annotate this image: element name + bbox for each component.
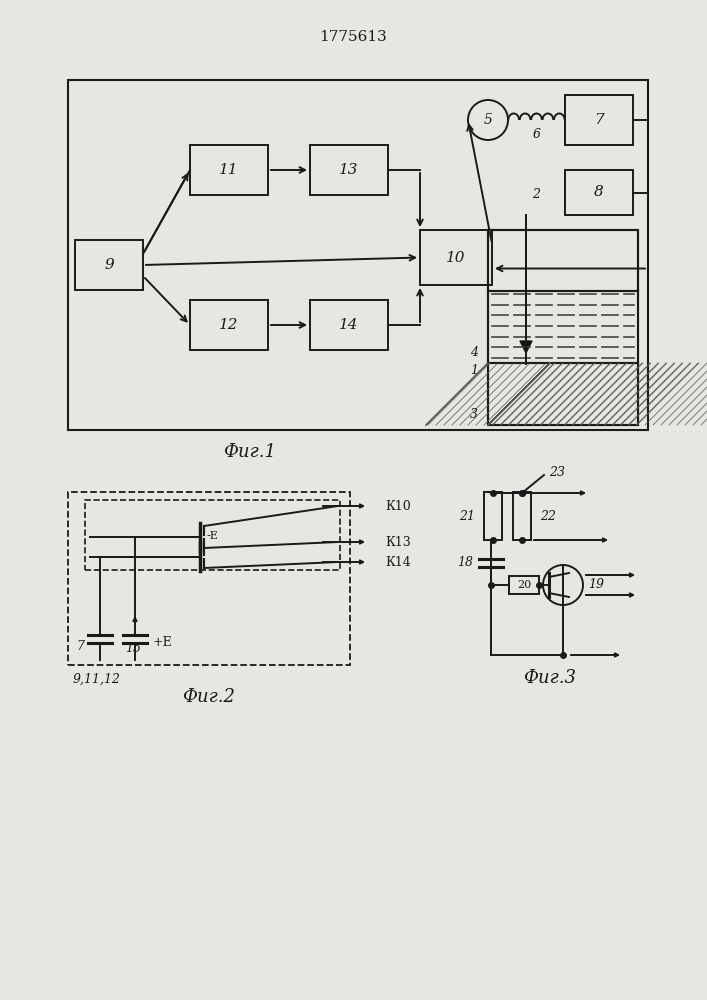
Bar: [420, 230, 492, 285]
Text: 15: 15: [125, 643, 141, 656]
Bar: [85, 500, 340, 570]
Text: Фиг.1: Фиг.1: [223, 443, 276, 461]
Text: 23: 23: [549, 466, 565, 479]
Bar: [75, 240, 143, 290]
Text: 5: 5: [484, 113, 493, 127]
Bar: [190, 300, 268, 350]
Bar: [488, 230, 638, 425]
Bar: [310, 300, 388, 350]
Text: 19: 19: [588, 578, 604, 591]
Text: 11: 11: [219, 163, 239, 177]
Bar: [509, 576, 539, 594]
Bar: [190, 145, 268, 195]
Bar: [68, 492, 350, 665]
Text: 2: 2: [532, 188, 540, 202]
Bar: [488, 230, 638, 291]
Text: 1: 1: [470, 364, 478, 377]
Text: К10: К10: [385, 499, 411, 512]
Bar: [488, 363, 638, 425]
Text: -E: -E: [206, 531, 218, 541]
Bar: [565, 170, 633, 215]
Text: 9: 9: [104, 258, 114, 272]
Text: Фиг.3: Фиг.3: [523, 669, 576, 687]
Bar: [310, 145, 388, 195]
Bar: [484, 492, 502, 540]
Bar: [68, 80, 648, 430]
Text: 12: 12: [219, 318, 239, 332]
Text: 10: 10: [446, 250, 466, 264]
Text: +E: +E: [153, 637, 173, 650]
Text: 8: 8: [594, 186, 604, 200]
Text: К13: К13: [385, 536, 411, 548]
Bar: [565, 95, 633, 145]
Text: 13: 13: [339, 163, 358, 177]
Text: 20: 20: [517, 580, 531, 590]
Text: 3: 3: [470, 408, 478, 422]
Text: 18: 18: [457, 556, 473, 569]
Text: 7: 7: [594, 113, 604, 127]
Text: 9,11,12: 9,11,12: [73, 672, 121, 686]
Text: Фиг.2: Фиг.2: [182, 688, 235, 706]
Text: К14: К14: [385, 556, 411, 568]
Text: 1775613: 1775613: [319, 30, 387, 44]
Polygon shape: [520, 341, 532, 353]
Text: 6: 6: [532, 127, 540, 140]
Text: 4: 4: [470, 347, 478, 360]
Text: 7: 7: [76, 641, 84, 654]
Bar: [513, 492, 531, 540]
Bar: [488, 291, 638, 363]
Text: 22: 22: [540, 510, 556, 522]
Text: 21: 21: [459, 510, 475, 522]
Text: 14: 14: [339, 318, 358, 332]
